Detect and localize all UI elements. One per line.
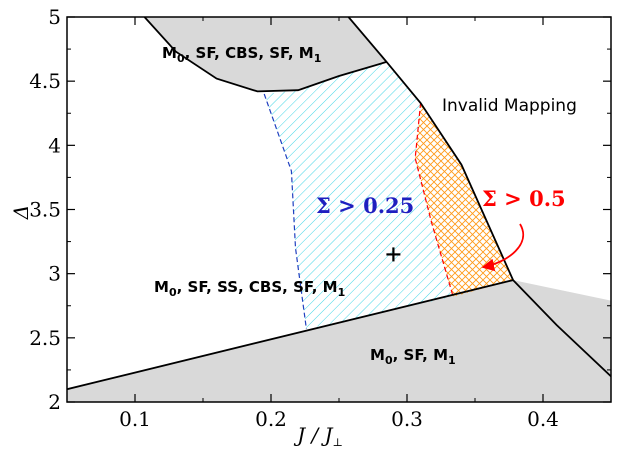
sigma-05-boundary-line	[414, 102, 454, 297]
y-tick-label: 2	[48, 390, 61, 414]
invalid-mapping-label: Invalid Mapping	[442, 96, 577, 116]
y-tick-label: 4.5	[29, 69, 61, 93]
sigma-025-label: Σ > 0.25	[316, 193, 414, 218]
sigma-05-arrow	[481, 223, 524, 272]
x-axis-label: J / J⊥	[293, 423, 343, 449]
top-region-fill	[144, 17, 387, 92]
sigma-025-hatched-region	[264, 61, 454, 329]
lower-boundary-line	[67, 279, 514, 391]
y-tick-label: 4	[48, 133, 61, 157]
plus-marker	[386, 247, 401, 262]
x-tick-label: 0.1	[119, 407, 151, 431]
x-tick-label: 0.3	[391, 407, 423, 431]
top-region-boundary-line	[143, 17, 387, 93]
y-tick-label: 2.5	[29, 326, 61, 350]
middle-region-label: M0, SF, SS, CBS, SF, M1	[154, 278, 345, 299]
x-tick-label: 0.2	[255, 407, 287, 431]
axis-ticks: 0.1 0.2 0.3 0.4 2 2.5 3 3.5 4 4.5 5	[29, 5, 612, 431]
bottom-region-label: M0, SF, M1	[370, 346, 456, 367]
bottom-region-fill	[67, 280, 611, 402]
y-tick-label: 3.5	[29, 198, 61, 222]
y-tick-label: 3	[48, 262, 61, 286]
sigma-05-label: Σ > 0.5	[482, 186, 566, 211]
y-axis-label: Δ	[9, 205, 33, 220]
x-tick-label: 0.4	[527, 407, 559, 431]
top-region-label: M0, SF, CBS, SF, M1	[162, 44, 321, 65]
sigma-025-boundary-line	[263, 93, 307, 329]
y-tick-label: 5	[48, 5, 61, 29]
